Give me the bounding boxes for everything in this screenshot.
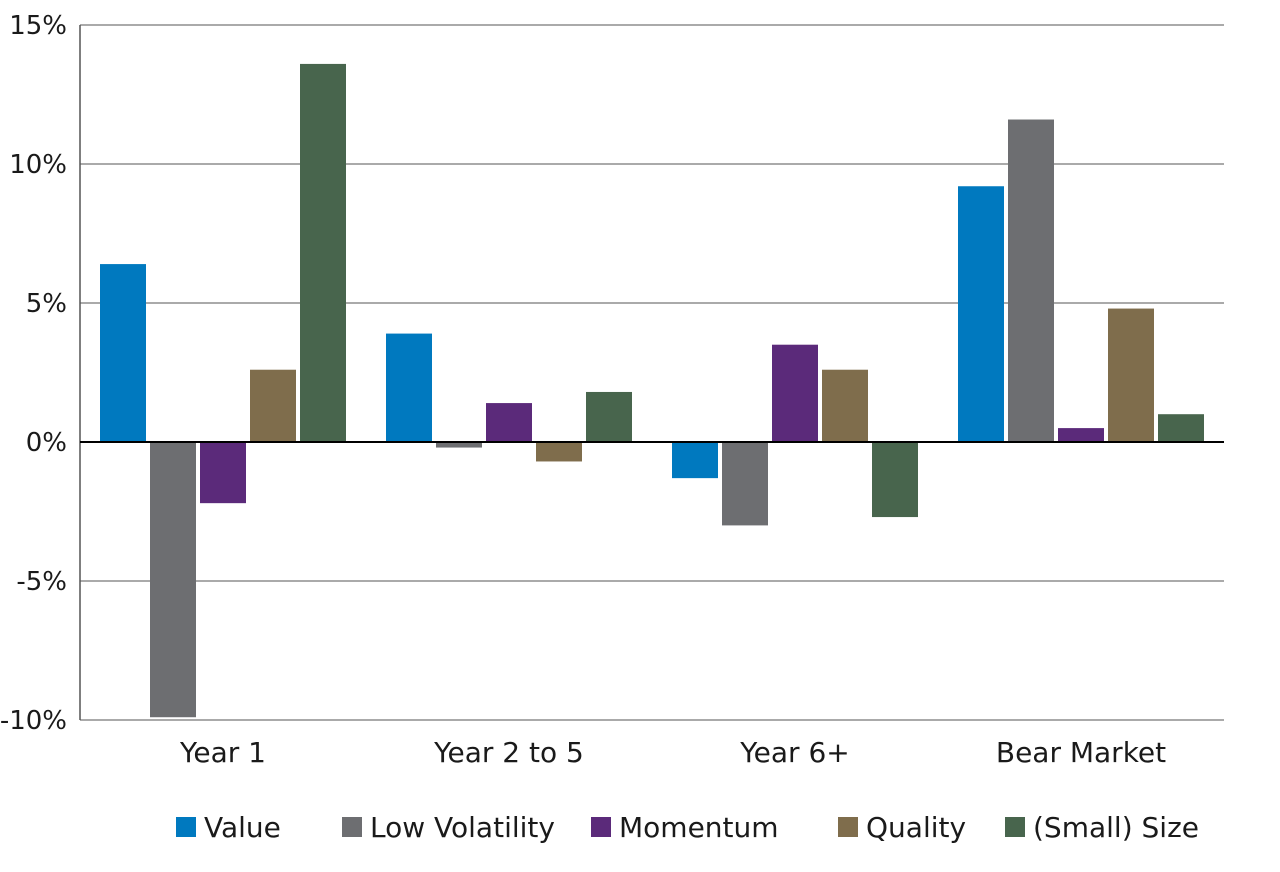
bar-low-volatility: [722, 442, 768, 526]
bar-small-size: [872, 442, 918, 518]
legend: Value Low Volatility Momentum Quality (Small…: [176, 811, 1199, 844]
legend-swatch: [342, 817, 362, 837]
legend-swatch: [1005, 817, 1025, 837]
bar-quality: [250, 369, 296, 442]
bar-small-size: [300, 63, 346, 443]
category-label: Year 1: [179, 736, 266, 769]
y-tick-label: -5%: [16, 567, 67, 597]
bar-low-volatility: [436, 442, 482, 448]
bar-small-size: [1158, 414, 1204, 442]
bar-momentum: [772, 344, 818, 442]
bar-quality: [822, 369, 868, 442]
category-label: Bear Market: [996, 736, 1166, 769]
bar-value: [386, 333, 432, 442]
y-tick-label: 5%: [26, 289, 67, 319]
bar-value: [672, 442, 718, 479]
legend-swatch: [176, 817, 196, 837]
bar-value: [958, 186, 1004, 442]
legend-label: Quality: [866, 811, 966, 844]
y-tick-label: -10%: [0, 706, 67, 736]
category-label: Year 6+: [739, 736, 849, 769]
bar-small-size: [586, 391, 632, 442]
bar-quality: [536, 442, 582, 462]
y-tick-label: 15%: [9, 11, 67, 41]
legend-label: Low Volatility: [370, 811, 555, 844]
x-axis-category-labels: Year 1 Year 2 to 5 Year 6+ Bear Market: [179, 736, 1166, 769]
legend-label: (Small) Size: [1033, 811, 1199, 844]
bar-momentum: [200, 442, 246, 504]
bar-momentum: [486, 403, 532, 442]
legend-label: Value: [204, 811, 281, 844]
bar-low-volatility: [1008, 119, 1054, 443]
bar-momentum: [1058, 428, 1104, 442]
bar-quality: [1108, 308, 1154, 442]
legend-swatch: [591, 817, 611, 837]
legend-label: Momentum: [619, 811, 779, 844]
axes: [79, 25, 1224, 720]
legend-swatch: [838, 817, 858, 837]
bar-low-volatility: [150, 442, 196, 718]
y-tick-label: 10%: [9, 150, 67, 180]
bars: [100, 63, 1204, 718]
y-tick-label: 0%: [26, 428, 67, 458]
category-label: Year 2 to 5: [433, 736, 584, 769]
y-axis-tick-labels: 15% 10% 5% 0% -5% -10%: [0, 11, 67, 736]
bar-value: [100, 264, 146, 442]
